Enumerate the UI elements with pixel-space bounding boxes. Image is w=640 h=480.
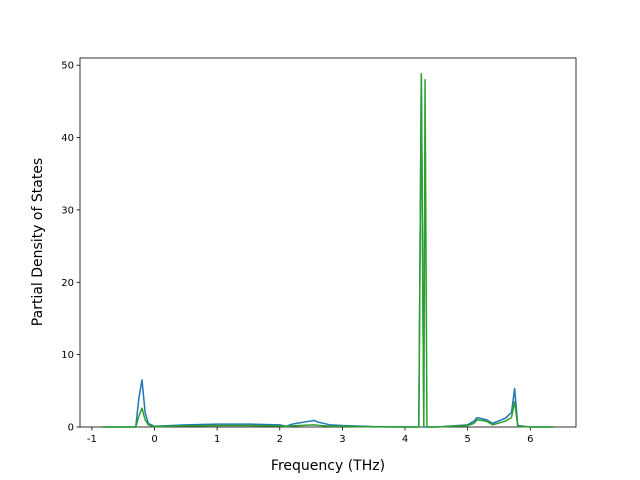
y-axis-label: Partial Density of States	[30, 158, 46, 326]
y-tick-label: 0	[68, 423, 74, 434]
plot-frame	[79, 57, 577, 428]
x-tick-label: 1	[214, 434, 220, 445]
y-tick-label: 40	[61, 133, 74, 144]
x-tick-label: 3	[339, 434, 345, 445]
series-line	[102, 73, 554, 428]
x-axis-label: Frequency (THz)	[271, 458, 385, 474]
x-tick-label: 0	[151, 434, 157, 445]
series-line	[102, 73, 554, 428]
x-tick-label: 2	[277, 434, 283, 445]
x-tick-label: 5	[464, 434, 470, 445]
y-tick-label: 30	[61, 205, 74, 216]
x-tick-label: 6	[527, 434, 533, 445]
y-tick-label: 10	[61, 350, 74, 361]
y-tick-label: 50	[61, 61, 74, 72]
y-tick-label: 20	[61, 278, 74, 289]
x-tick-label: -1	[87, 434, 97, 445]
x-tick-label: 4	[402, 434, 408, 445]
